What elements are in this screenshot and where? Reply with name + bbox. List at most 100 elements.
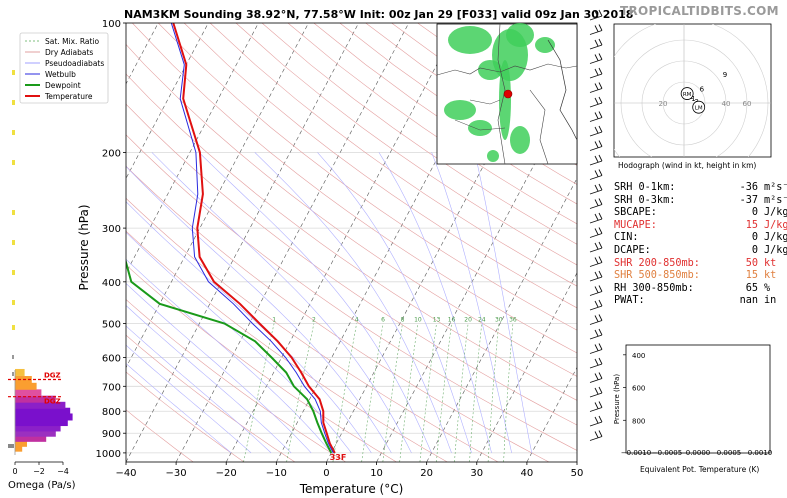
storm-motion-marker [680,87,694,100]
omega-marker [12,372,14,376]
omega-bar [15,444,23,452]
index-value: 65 [745,282,758,294]
dry-adiabat [126,371,245,462]
index-label: MUCAPE: [614,219,657,231]
legend-label: Wetbulb [45,70,76,79]
mixing-ratio-label: 4 [355,316,359,323]
omega-x-tick-label: 0 [12,467,17,476]
wind-barbs [589,9,603,441]
skewt-axes: −40 −30 −20 −10 0 10 20 30 40 50 100 200 300 400 500 60… [77,19,583,496]
omega-marker [12,100,15,105]
precip-area [468,120,492,136]
index-label: DCAPE: [614,244,651,256]
wind-barb [589,227,603,238]
wind-barb [589,401,603,412]
storm-motion-label: LM [695,106,703,112]
wind-barb [589,67,603,79]
index-row-sbcape: SBCAPE: 0 J/kg [614,207,787,220]
dry-adiabat [126,197,499,462]
mixing-ratio-line [454,323,469,462]
pseudoadiabat [126,325,272,454]
mixing-ratio-line [286,323,315,462]
wind-barb [589,169,603,180]
pseudoadiabat [126,305,292,454]
mixing-ratio-line [382,323,403,462]
isotherm-line [126,23,259,274]
legend-label: Temperature [44,92,93,101]
wind-barb [589,343,603,354]
dry-adiabat [132,23,577,354]
mixing-ratio-line [419,323,437,462]
pseudoadiabat [126,344,252,454]
x-tick-label: −30 [166,468,187,479]
index-value: 15 [745,270,758,282]
surface-temp-label: 33F [330,453,347,462]
mixing-ratio-label: 30 [495,316,503,323]
profile-wetbulb [170,23,334,454]
hodograph-ring-label: 60 [743,100,752,108]
wind-barb [589,212,603,224]
pseudoadiabat [474,152,532,453]
mixing-ratio-line [436,323,452,462]
pseudoadiabat [126,165,392,454]
dry-adiabat [126,44,577,377]
index-row-cin: CIN: 0 J/kg [614,232,787,245]
pseudoadiabat [317,152,472,453]
x-tick-label: 50 [571,468,584,479]
dry-adiabat [126,264,397,462]
mixing-ratio-label: 20 [464,316,472,323]
pseudoadiabat [126,363,232,454]
pseudoadiabat [126,258,332,454]
hodograph-caption: Hodograph (wind in kt, height in km) [618,161,757,170]
omega-bar [15,424,61,432]
omega-marker [12,270,15,275]
precip-area [487,150,499,162]
omega-bar [15,413,73,421]
mixing-ratio-label: 1 [272,316,276,323]
wind-barb [589,372,603,383]
x-axis-label: Temperature (°C) [299,482,404,496]
location-marker [503,89,513,99]
index-value: 0 [751,244,758,256]
wind-barb [589,9,603,21]
index-value: 50 [745,257,758,269]
ept-x-tick-label: 0.0000 [686,449,711,457]
ept-x-tick-label: −0.0010 [621,449,651,457]
precip-area [510,126,530,154]
index-unit: kt [764,257,777,269]
dry-adiabat [287,23,577,225]
wind-barb [589,299,603,311]
y-tick-label: 300 [102,224,121,235]
sounding-indices: SRH 0-1km: -36 m²s⁻² SRH 0-3km: -37 m²s⁻² SB… [614,182,787,308]
y-tick-label: 200 [102,148,121,159]
mixing-ratio-label: 36 [509,316,517,323]
mixing-ratio-line [332,323,357,462]
dgz-label: DGZ [44,398,61,406]
mixing-ratio-label: 2 [312,316,316,323]
y-axis-label: Pressure (hPa) [77,204,91,290]
wind-barb [589,38,603,50]
wind-barb [589,357,603,369]
omega-bar [15,419,68,427]
index-row-shr200: SHR 200-850mb: 50 kt [614,258,787,271]
y-tick-label: 400 [102,278,121,289]
x-tick-label: −40 [115,468,136,479]
isotherm-line [126,23,309,369]
x-tick-label: −20 [216,468,237,479]
index-row-srh3: SRH 0-3km: -37 m²s⁻² [614,195,787,208]
legend-label: Pseudoadiabats [45,59,104,68]
wind-barb [589,125,603,137]
index-label: RH 300-850mb: [614,282,694,294]
omega-bar [15,368,25,376]
omega-marker [12,130,15,135]
ept-y-tick-label: 400 [632,352,645,360]
wind-barb [589,386,603,398]
pseudoadiabat [254,152,452,453]
index-unit: m²s⁻² [764,182,787,193]
pseudoadiabat [431,152,512,453]
omega-panel: DGZ DGZ 0 −2 −4 [8,70,73,476]
wind-barb [589,285,603,296]
wind-barb [589,53,603,64]
wind-barb [589,256,603,267]
